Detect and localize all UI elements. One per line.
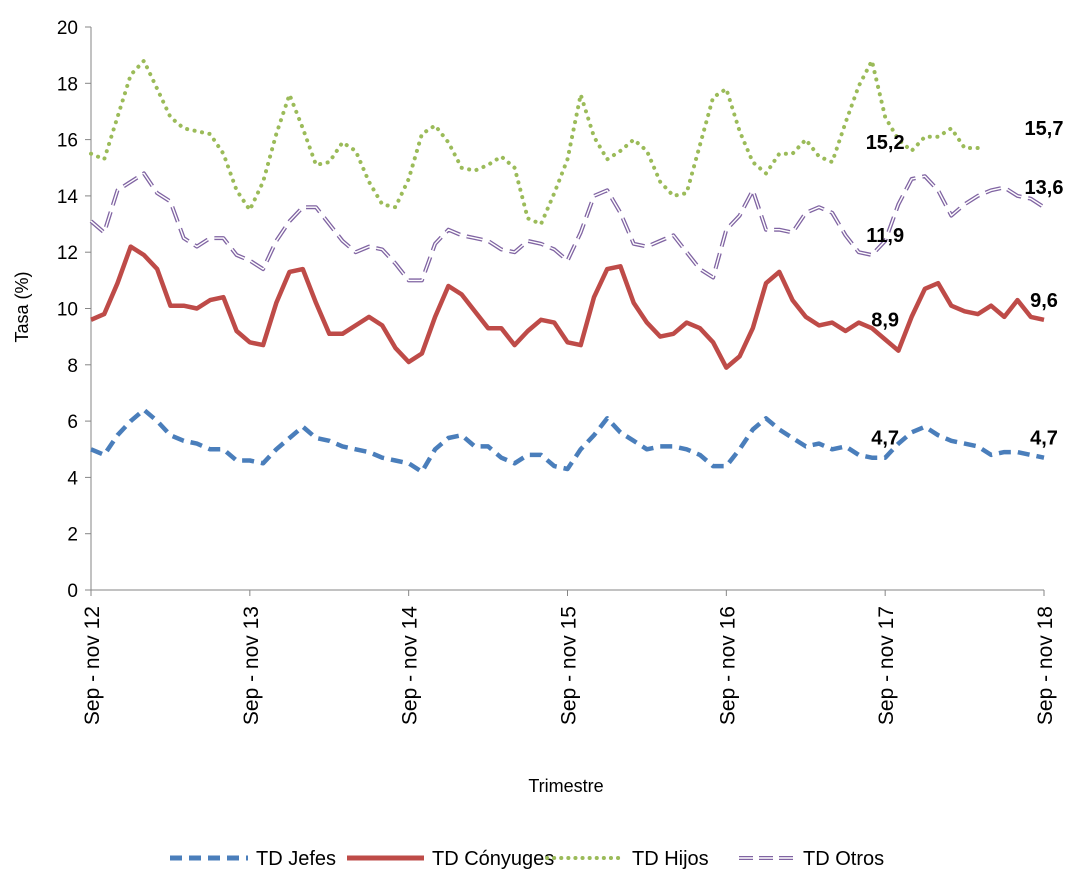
- x-tick-label: Sep - nov 18: [1034, 606, 1057, 725]
- legend-item: TD Cónyuges: [347, 848, 554, 870]
- data-label: 4,7: [1030, 428, 1058, 450]
- x-tick-label: Sep - nov 12: [81, 606, 104, 725]
- legend-item: TD Otros: [739, 848, 884, 870]
- data-label: 15,2: [866, 132, 905, 154]
- legend-label: TD Hijos: [632, 848, 709, 870]
- series-layer: [89, 58, 1046, 475]
- y-tick-label: 18: [57, 74, 78, 95]
- legend-label: TD Cónyuges: [432, 848, 554, 870]
- data-label: 15,7: [1025, 118, 1064, 140]
- y-tick-label: 14: [57, 187, 79, 208]
- y-axis: 0 2 4 6 8 10 12 14 16 18 20: [57, 18, 92, 602]
- y-tick-label: 20: [57, 18, 78, 39]
- legend-item: TD Hijos: [545, 848, 709, 870]
- legend-item: TD Jefes: [170, 848, 336, 870]
- annotation-layer: 4,7 4,7 8,9 9,6 11,9 13,6 15,2 15,7: [866, 118, 1064, 450]
- series-line: [89, 58, 980, 227]
- x-tick-label: Sep - nov 14: [399, 606, 422, 725]
- series-td-otros: [89, 171, 1046, 283]
- legend-label: TD Otros: [803, 848, 884, 870]
- data-label: 13,6: [1025, 177, 1064, 199]
- x-axis-title: Trimestre: [528, 776, 603, 796]
- series-line-inner: [90, 172, 1045, 282]
- data-label: 4,7: [871, 428, 899, 450]
- x-tick-label: Sep - nov 15: [558, 606, 581, 725]
- series-td-jefes: [90, 407, 1045, 475]
- y-axis-title: Tasa (%): [12, 271, 32, 342]
- y-tick-label: 0: [67, 581, 78, 602]
- y-tick-label: 12: [57, 243, 78, 264]
- y-tick-label: 6: [67, 412, 78, 433]
- y-tick-label: 8: [67, 356, 78, 377]
- data-label: 9,6: [1030, 290, 1058, 312]
- y-tick-label: 2: [67, 525, 78, 546]
- series-td-c-nyuges: [90, 244, 1045, 370]
- x-tick-label: Sep - nov 16: [716, 606, 739, 725]
- legend: TD Jefes TD Cónyuges TD Hijos TD Otros: [170, 848, 884, 870]
- y-tick-label: 16: [57, 131, 78, 152]
- x-axis: Sep - nov 12 Sep - nov 13 Sep - nov 14 Sep …: [81, 589, 1057, 725]
- series-td-hijos: [89, 58, 980, 227]
- x-tick-label: Sep - nov 13: [240, 606, 263, 725]
- legend-label: TD Jefes: [256, 848, 336, 870]
- series-line: [90, 407, 1045, 475]
- data-label: 8,9: [871, 309, 899, 331]
- series-line: [90, 244, 1045, 370]
- x-tick-label: Sep - nov 17: [875, 606, 898, 725]
- data-label: 11,9: [866, 225, 904, 247]
- y-tick-label: 4: [67, 468, 78, 489]
- y-tick-label: 10: [57, 300, 78, 321]
